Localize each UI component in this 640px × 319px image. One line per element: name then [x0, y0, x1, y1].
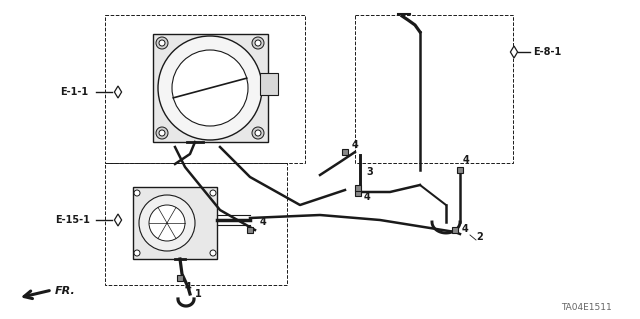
Circle shape: [158, 36, 262, 140]
Bar: [260, 73, 278, 95]
Circle shape: [159, 40, 165, 46]
Bar: [355, 15, 513, 163]
Text: 1: 1: [195, 289, 202, 299]
Polygon shape: [115, 214, 122, 226]
Text: 4: 4: [185, 282, 192, 292]
Circle shape: [139, 195, 195, 251]
Circle shape: [156, 37, 168, 49]
Text: FR.: FR.: [55, 286, 76, 296]
Circle shape: [134, 190, 140, 196]
Circle shape: [210, 250, 216, 256]
Text: 3: 3: [366, 167, 372, 177]
Text: 2: 2: [476, 232, 483, 242]
Circle shape: [134, 250, 140, 256]
Circle shape: [252, 37, 264, 49]
Text: 4: 4: [463, 155, 470, 165]
Circle shape: [172, 50, 248, 126]
Text: TA04E1511: TA04E1511: [561, 302, 612, 311]
Text: E-8-1: E-8-1: [533, 47, 561, 57]
Bar: [452, 227, 458, 233]
Circle shape: [149, 205, 185, 241]
Text: 4: 4: [462, 224, 468, 234]
Bar: [133, 187, 217, 259]
Text: 4: 4: [364, 192, 371, 202]
Text: E-1-1: E-1-1: [60, 87, 88, 97]
Polygon shape: [511, 46, 518, 58]
Bar: [105, 163, 287, 285]
Bar: [342, 149, 348, 155]
Circle shape: [159, 130, 165, 136]
Text: 4: 4: [352, 140, 359, 150]
Bar: [457, 167, 463, 173]
Text: E-15-1: E-15-1: [55, 215, 90, 225]
Bar: [177, 275, 183, 281]
Bar: [355, 185, 361, 191]
Circle shape: [255, 40, 261, 46]
Circle shape: [156, 127, 168, 139]
Bar: [355, 190, 361, 196]
Circle shape: [252, 127, 264, 139]
Circle shape: [255, 130, 261, 136]
Polygon shape: [115, 86, 122, 98]
Text: 4: 4: [260, 217, 267, 227]
Bar: [152, 34, 268, 142]
Bar: [105, 15, 305, 163]
Bar: [247, 227, 253, 233]
Circle shape: [210, 190, 216, 196]
